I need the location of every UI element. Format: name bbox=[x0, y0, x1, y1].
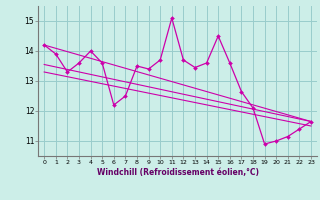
X-axis label: Windchill (Refroidissement éolien,°C): Windchill (Refroidissement éolien,°C) bbox=[97, 168, 259, 177]
